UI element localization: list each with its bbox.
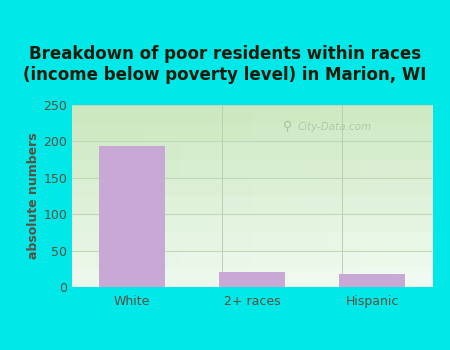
Bar [339, 274, 405, 287]
Bar [219, 272, 285, 287]
Text: Breakdown of poor residents within races
(income below poverty level) in Marion,: Breakdown of poor residents within races… [23, 45, 427, 84]
Text: City-Data.com: City-Data.com [298, 122, 372, 132]
Text: ⚲: ⚲ [284, 120, 292, 133]
Bar [99, 147, 165, 287]
Y-axis label: absolute numbers: absolute numbers [27, 133, 40, 259]
